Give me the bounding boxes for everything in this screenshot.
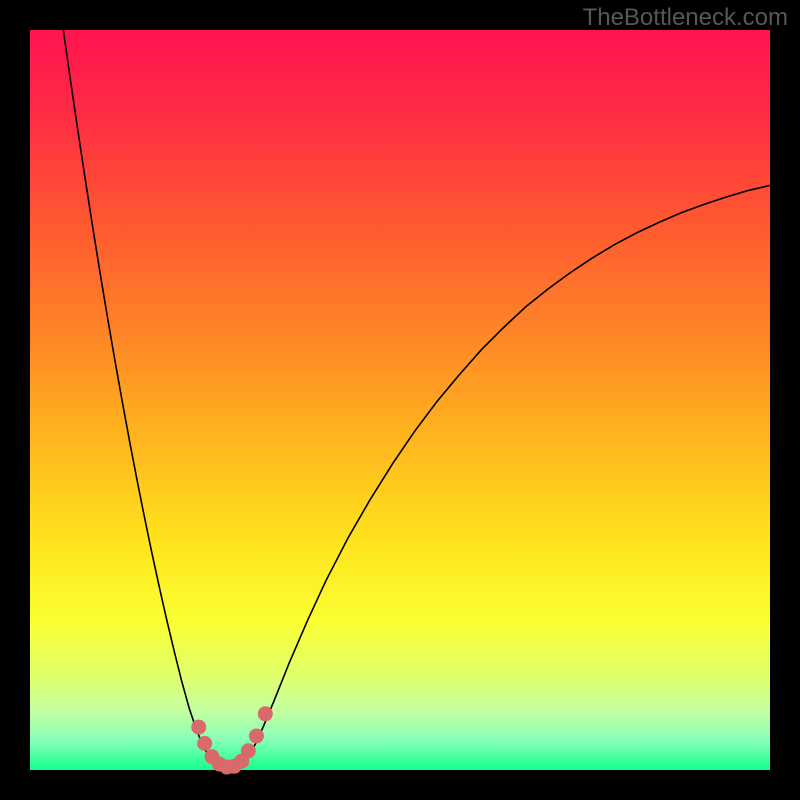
valley-marker bbox=[198, 736, 212, 750]
valley-marker bbox=[192, 720, 206, 734]
plot-area bbox=[30, 30, 770, 770]
watermark-text: TheBottleneck.com bbox=[583, 4, 788, 32]
valley-marker bbox=[241, 744, 255, 758]
figure-container: TheBottleneck.com bbox=[0, 0, 800, 800]
valley-marker bbox=[249, 729, 263, 743]
bottleneck-chart bbox=[0, 0, 800, 800]
valley-marker bbox=[258, 707, 272, 721]
